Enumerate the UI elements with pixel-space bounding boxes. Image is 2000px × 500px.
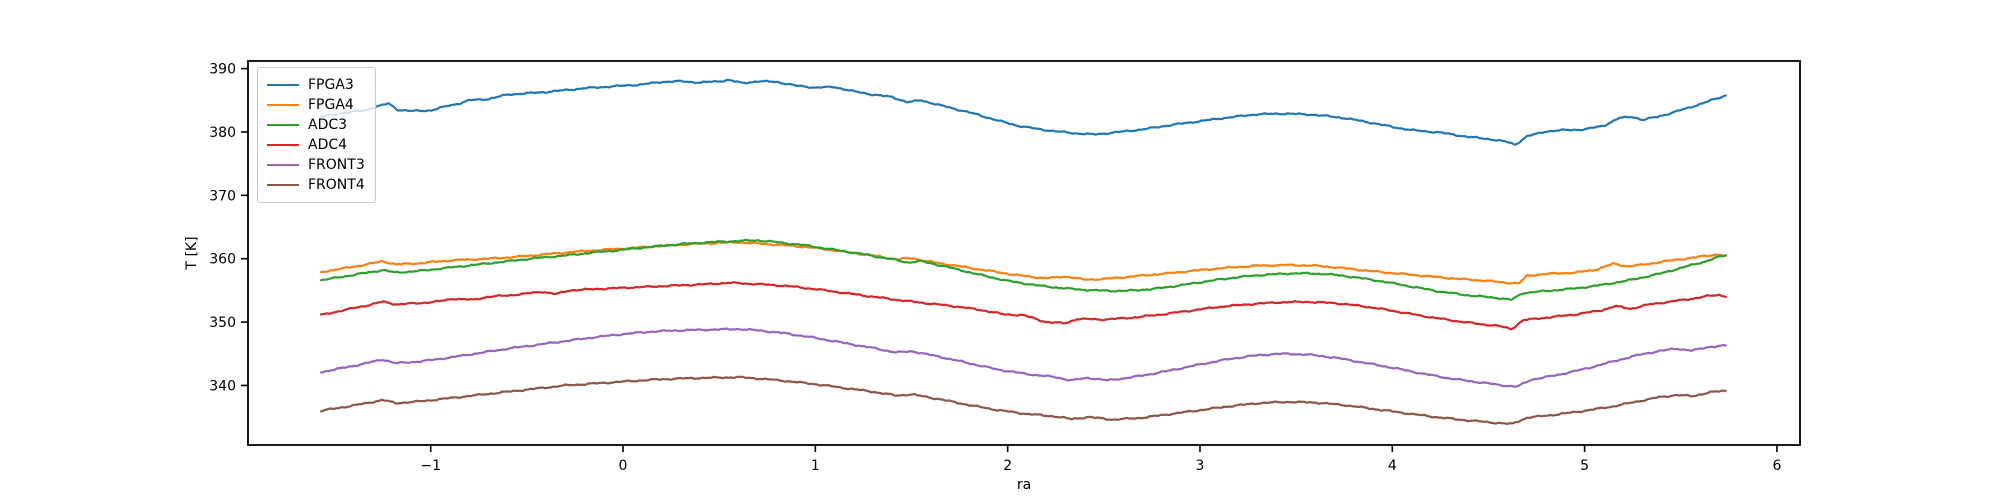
legend-item-front3: FRONT3 — [267, 155, 365, 175]
y-axis-label: T [K] — [184, 236, 200, 270]
axes-spines — [247, 60, 1801, 446]
legend-item-fpga4: FPGA4 — [267, 95, 365, 115]
x-tick-label: 1 — [811, 458, 820, 474]
legend-line-swatch — [267, 143, 299, 147]
x-tick-label: −1 — [420, 458, 441, 474]
x-tick-label: 4 — [1388, 458, 1397, 474]
series-line-adc3 — [320, 238, 1727, 301]
x-tick-label: 2 — [1003, 458, 1012, 474]
legend-label: ADC4 — [308, 137, 348, 153]
legend-line-swatch — [267, 163, 299, 167]
series-line-adc4 — [320, 281, 1727, 331]
y-tick-label: 390 — [209, 62, 236, 78]
y-tick-label: 360 — [209, 252, 236, 268]
series-line-fpga4 — [320, 240, 1727, 285]
x-axis-label: ra — [1017, 477, 1031, 493]
x-tick-label: 3 — [1196, 458, 1205, 474]
legend-item-front4: FRONT4 — [267, 175, 365, 195]
legend-line-swatch — [267, 183, 299, 187]
legend-item-fpga3: FPGA3 — [267, 75, 365, 95]
x-tick-label: 6 — [1772, 458, 1781, 474]
legend-label: FRONT4 — [308, 177, 365, 193]
legend-line-swatch — [267, 83, 299, 87]
y-axis: 340 350 360 370 380 390 — [209, 62, 248, 394]
legend-label: FPGA4 — [308, 97, 354, 113]
y-tick-label: 340 — [209, 378, 236, 394]
x-tick-label: 5 — [1580, 458, 1589, 474]
legend: FPGA3 FPGA4 ADC3 ADC4 FRONT3 FRONT4 — [257, 67, 376, 203]
x-axis: −1 0 1 2 3 4 5 6 — [420, 445, 1781, 474]
legend-line-swatch — [267, 103, 299, 107]
legend-item-adc4: ADC4 — [267, 135, 365, 155]
legend-item-adc3: ADC3 — [267, 115, 365, 135]
x-tick-label: 0 — [619, 458, 628, 474]
y-tick-label: 380 — [209, 125, 236, 141]
y-tick-label: 370 — [209, 188, 236, 204]
series-line-fpga3 — [320, 78, 1727, 146]
plot-border — [247, 60, 1801, 446]
plot-lines — [320, 78, 1727, 425]
series-line-front4 — [320, 375, 1727, 425]
legend-label: ADC3 — [308, 117, 348, 133]
legend-line-swatch — [267, 123, 299, 127]
legend-label: FRONT3 — [308, 157, 365, 173]
y-tick-label: 350 — [209, 315, 236, 331]
series-line-front3 — [320, 327, 1727, 388]
legend-label: FPGA3 — [308, 77, 354, 93]
